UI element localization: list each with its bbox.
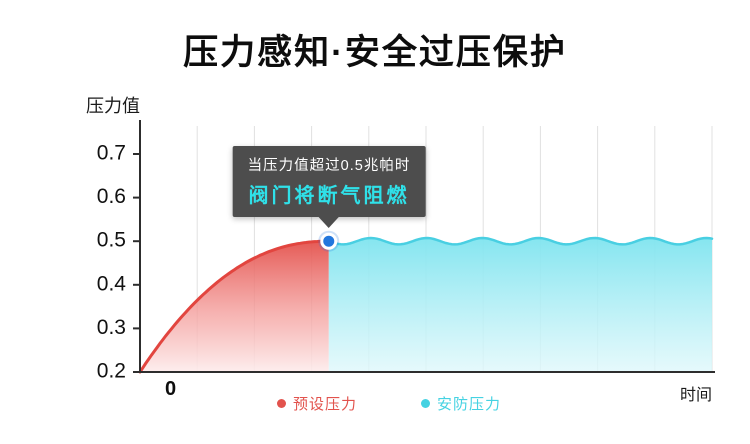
y-tick-label: 0.7 xyxy=(97,142,126,165)
safety-pressure-wave-line xyxy=(327,236,714,246)
y-tick-label: 0.3 xyxy=(97,316,126,339)
legend-item-preset-pressure: 预设压力 xyxy=(276,393,357,414)
preset-pressure-curve xyxy=(138,239,331,374)
legend-dot-cyan-icon xyxy=(421,399,430,408)
annotation-tooltip: 当压力值超过0.5兆帕时 阀门将断气阻燃 xyxy=(232,146,426,228)
chart-legend: 预设压力 安防压力 xyxy=(0,393,750,414)
legend-label-preset-pressure: 预设压力 xyxy=(292,396,357,413)
annotation-action-text: 阀门将断气阻燃 xyxy=(248,185,410,207)
preset-pressure-area xyxy=(140,241,329,372)
tooltip-pointer-icon xyxy=(318,216,340,228)
y-axis-title: 压力值 xyxy=(86,96,140,116)
y-tick-label: 0.4 xyxy=(97,272,127,295)
legend-dot-red-icon xyxy=(276,399,286,408)
x-axis-title: 时间 xyxy=(679,387,712,404)
safety-pressure-area xyxy=(328,238,712,372)
page-title: 压力感知·安全过压保护 xyxy=(183,33,567,72)
y-tick-label: 0.6 xyxy=(97,185,126,208)
legend-item-safety-pressure: 安防压力 xyxy=(421,393,501,414)
legend-label-safety-pressure: 安防压力 xyxy=(437,396,502,413)
threshold-point-icon xyxy=(320,232,338,250)
x-origin-label: 0 xyxy=(165,378,177,400)
y-tick-label: 0.2 xyxy=(97,360,126,383)
annotation-condition-text: 当压力值超过0.5兆帕时 xyxy=(247,158,411,174)
y-tick-label: 0.5 xyxy=(97,229,126,252)
